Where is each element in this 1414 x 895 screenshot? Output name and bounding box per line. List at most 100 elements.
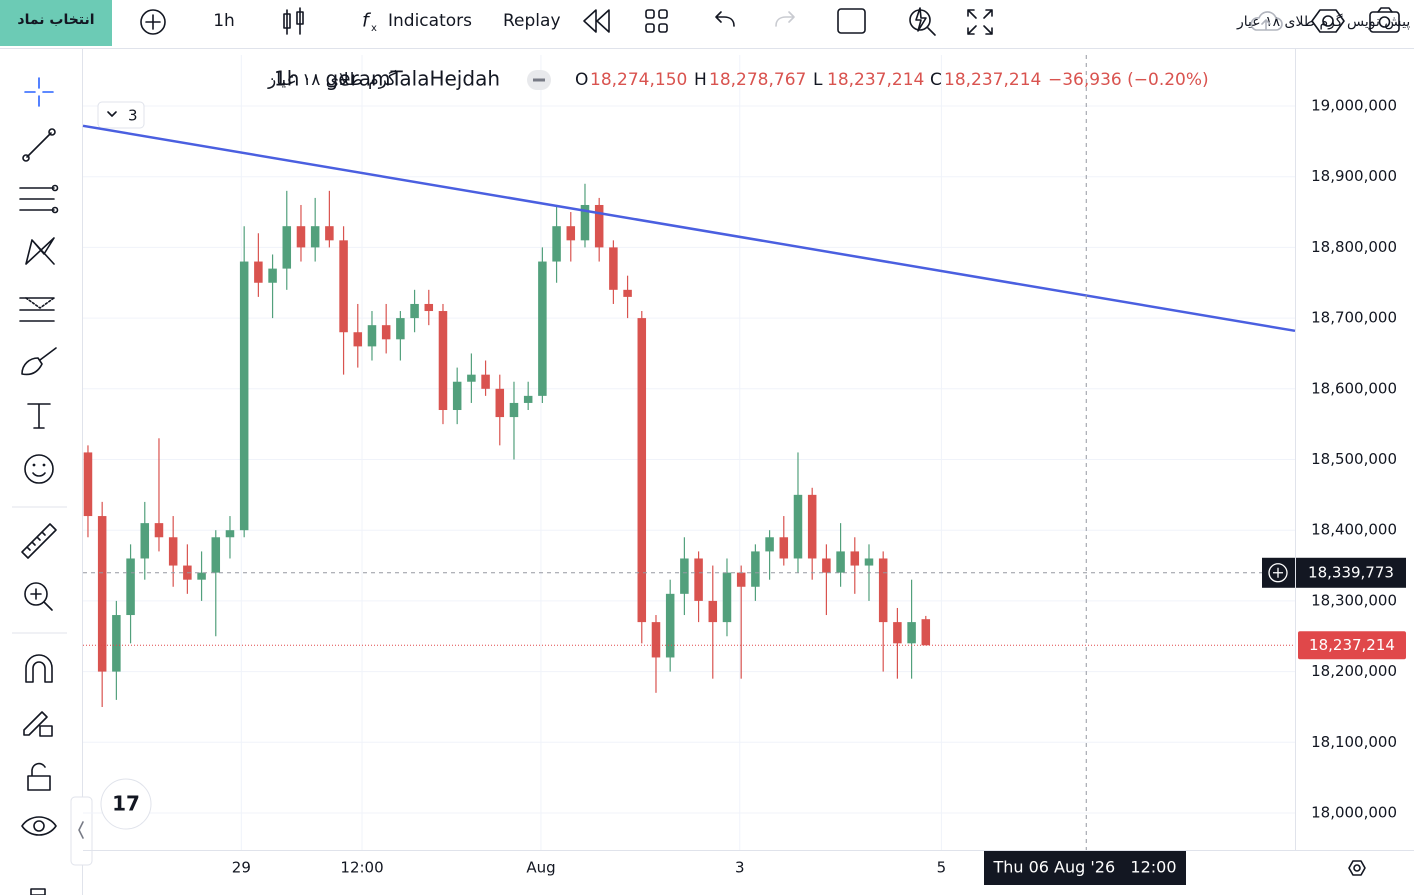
x-tick-label: 29: [232, 859, 251, 877]
candle-body: [97, 516, 107, 672]
indicators-button[interactable]: Indicators: [388, 11, 472, 31]
candle-body: [680, 558, 689, 594]
candle-body: [83, 452, 93, 517]
separator-dot: ·: [305, 72, 309, 88]
prediction-tool[interactable]: [19, 297, 55, 322]
high-letter: H: [694, 70, 707, 90]
close-value: 18,237,214: [944, 70, 1041, 90]
change-value: −36,936 (−0.20%): [1048, 70, 1209, 90]
candle-body: [410, 303, 419, 319]
interval-button[interactable]: 1h: [213, 11, 235, 31]
time-axis-settings[interactable]: [1348, 860, 1366, 876]
x-tick-label: Aug: [526, 859, 555, 877]
zoom-tool[interactable]: [24, 582, 53, 611]
candle-body: [467, 374, 476, 382]
tradingview-logo-mark[interactable]: 17: [112, 792, 140, 816]
candle-body: [566, 226, 576, 241]
crosshair-tool[interactable]: [24, 77, 54, 107]
emoji-tool[interactable]: [24, 454, 54, 484]
ruler-tool[interactable]: [21, 523, 57, 559]
lock-tool[interactable]: [27, 762, 51, 791]
replay-button[interactable]: Replay: [503, 11, 561, 31]
chart-type[interactable]: [283, 7, 304, 35]
candle-body: [836, 551, 845, 573]
settings[interactable]: [1311, 9, 1345, 33]
crosshair-time-box: [984, 851, 1186, 885]
tradingview-logo[interactable]: [100, 778, 152, 830]
candle-body: [822, 558, 831, 573]
candle-body: [268, 268, 277, 283]
crosshair-price-label: 18,339,773: [1308, 563, 1394, 581]
symbol-button[interactable]: [0, 0, 112, 46]
y-tick-label: 18,600,000: [1311, 379, 1397, 397]
screenshot[interactable]: [1369, 7, 1400, 33]
plot-area: [83, 55, 1295, 850]
x-tick-label: 5: [937, 859, 947, 877]
y-tick-label: 18,800,000: [1311, 238, 1397, 256]
brush-tool[interactable]: [21, 347, 57, 376]
fx-icon-sub[interactable]: x: [371, 23, 377, 34]
pattern-tool[interactable]: [25, 237, 55, 265]
chevron[interactable]: [107, 111, 117, 117]
layouts[interactable]: [645, 9, 668, 33]
y-tick-label: 19,000,000: [1311, 97, 1397, 115]
symbol-button-label[interactable]: انتخاب نماد: [17, 12, 94, 28]
symbol-ticker: geramTalaHejdah: [326, 67, 500, 91]
candle-body: [154, 523, 164, 538]
replay-icon[interactable]: [583, 9, 610, 33]
magnet-tool[interactable]: [25, 654, 53, 683]
undo[interactable]: [715, 11, 735, 27]
fx-icon[interactable]: f: [362, 10, 372, 32]
candle-body: [254, 261, 263, 283]
candle-body: [850, 551, 860, 566]
cloud-save[interactable]: [1250, 11, 1283, 31]
alert[interactable]: [909, 7, 936, 36]
fib-tool[interactable]: [19, 184, 59, 214]
indicators-collapse[interactable]: [97, 101, 145, 129]
top-toolbar: [0, 0, 1414, 48]
separator-dot: ·: [270, 72, 274, 88]
candle-body: [211, 537, 221, 573]
redo: [775, 11, 795, 27]
high-value: 18,278,767: [709, 70, 806, 90]
open-letter: O: [575, 70, 588, 90]
candle-body: [168, 537, 178, 566]
candle-body: [623, 289, 632, 297]
candle-body: [225, 530, 235, 538]
y-tick-label: 18,100,000: [1311, 733, 1397, 751]
y-tick-label: 18,300,000: [1311, 591, 1397, 609]
collapse-handle[interactable]: [70, 796, 93, 866]
lock-drawings[interactable]: [23, 711, 53, 737]
candle-body: [708, 600, 718, 623]
candle-body: [807, 494, 817, 559]
last-price-label: 18,237,214: [1309, 636, 1395, 654]
hide-tool[interactable]: [21, 816, 57, 836]
text-tool[interactable]: [27, 403, 51, 429]
add-symbol[interactable]: [140, 9, 166, 35]
fullscreen-box[interactable]: [837, 8, 866, 34]
candle-body: [793, 494, 803, 559]
x-tick-label: 3: [735, 859, 745, 877]
candle-body: [878, 558, 888, 623]
open-value: 18,274,150: [590, 70, 687, 90]
y-tick-label: 18,400,000: [1311, 521, 1397, 539]
candle-body: [609, 247, 618, 290]
candle-body: [694, 558, 703, 601]
candle-body: [779, 537, 789, 559]
y-tick-label: 18,700,000: [1311, 309, 1397, 327]
candle-body: [722, 572, 732, 623]
indicators-count: 3: [128, 107, 138, 125]
last-price-box: [1298, 631, 1406, 660]
collapse-arrow[interactable]: [78, 821, 84, 839]
expand[interactable]: [967, 9, 993, 35]
candle-body: [367, 325, 377, 347]
crosshair-price-box: [1296, 557, 1406, 588]
y-tick-label: 18,900,000: [1311, 167, 1397, 185]
more-tools[interactable]: [30, 888, 46, 895]
candle-body: [282, 226, 292, 269]
crosshair-add-icon[interactable]: [1268, 563, 1288, 583]
visibility-toggle-icon[interactable]: [533, 78, 545, 82]
candle-body: [921, 619, 931, 646]
trend-line-tool[interactable]: [22, 128, 56, 162]
